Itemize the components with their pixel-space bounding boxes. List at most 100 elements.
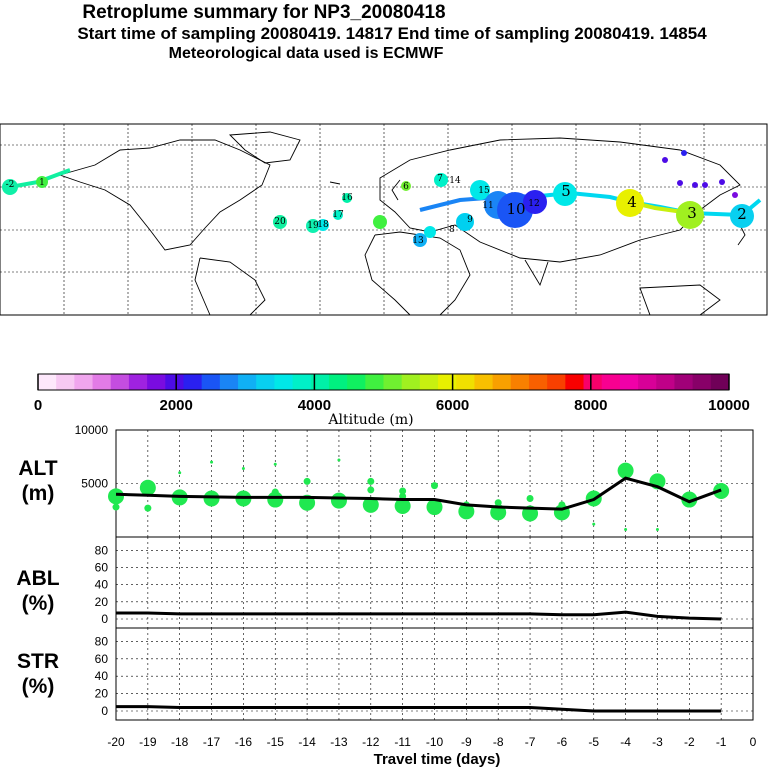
plume-blob xyxy=(434,173,448,187)
coastlines xyxy=(58,131,746,316)
colorbar-swatch xyxy=(528,374,548,390)
map-day-label: 16 xyxy=(341,193,353,203)
alt-dot xyxy=(337,458,341,462)
str-y-tick-label: 60 xyxy=(95,652,109,666)
x-tick-label: -2 xyxy=(684,735,695,749)
x-tick-label: -11 xyxy=(394,735,411,749)
colorbar-tick-labels: 0 2000 4000 6000 8000 10000 xyxy=(34,374,750,414)
x-tick-label: -10 xyxy=(426,735,444,749)
plume-blob xyxy=(470,180,490,200)
alt-dot xyxy=(241,467,245,471)
colorbar-swatch xyxy=(492,374,512,390)
colorbar-swatch xyxy=(110,374,130,390)
plume-blob xyxy=(662,157,668,163)
alt-dot xyxy=(273,462,277,466)
plume-blob xyxy=(273,215,287,229)
altitude-colorbar xyxy=(37,373,730,391)
plume-blob xyxy=(681,150,687,156)
colorbar-swatch xyxy=(256,374,275,390)
alt-dot xyxy=(558,501,566,509)
plume-blob xyxy=(616,189,644,217)
colorbar-swatch xyxy=(238,374,257,390)
map-day-label: 17 xyxy=(332,210,344,220)
plume-blob xyxy=(677,180,683,186)
alt-dot xyxy=(203,490,220,507)
str-series-line xyxy=(116,705,722,713)
alt-dot xyxy=(526,494,534,502)
alt-dot xyxy=(144,504,152,512)
plume-blob xyxy=(692,182,698,188)
plume-blob xyxy=(306,219,320,233)
colorbar-swatch xyxy=(601,374,621,390)
colorbar-swatch xyxy=(419,374,439,390)
plume-blob xyxy=(413,233,427,247)
plume-blob xyxy=(36,176,48,188)
map-day-label: 3 xyxy=(687,204,697,222)
alt-dot xyxy=(112,503,120,511)
map-day-label: 18 xyxy=(317,220,329,230)
alt-dot xyxy=(399,487,407,495)
plume-blob xyxy=(401,181,411,191)
colorbar-swatch xyxy=(128,374,148,390)
map-day-label: 19 xyxy=(307,221,319,231)
plume-blob xyxy=(702,182,708,188)
map-day-label: 14 xyxy=(449,176,461,186)
met-data-note: Meteorological data used is ECMWF xyxy=(168,45,444,62)
map-day-label: 4 xyxy=(627,193,637,211)
sampling-times: Start time of sampling 20080419. 14817 E… xyxy=(77,24,707,43)
alt-dot xyxy=(362,496,379,513)
colorbar-swatch xyxy=(219,374,239,390)
colorbar-swatch xyxy=(328,374,348,390)
x-tick-label: -14 xyxy=(298,735,316,749)
colorbar-swatch xyxy=(401,374,421,390)
colorbar-swatch xyxy=(474,374,494,390)
alt-y-tick-label: 10000 xyxy=(75,423,109,437)
colorbar-swatch xyxy=(201,374,221,390)
plume-blob xyxy=(373,215,387,229)
alt-dot xyxy=(367,486,375,494)
x-tick-label: -4 xyxy=(620,735,631,749)
chart-title: Retroplume summary for NP3_20080418 xyxy=(82,2,446,23)
alt-dot xyxy=(210,460,214,464)
colorbar-tick-label: 4000 xyxy=(298,397,331,414)
map-day-label: 5 xyxy=(561,182,571,200)
alt-series-line xyxy=(115,476,722,511)
map-day-label: -2 xyxy=(6,180,15,190)
colorbar-swatch xyxy=(456,374,475,390)
x-tick-label: -1 xyxy=(716,735,727,749)
plume-blob xyxy=(333,210,343,220)
abl-panel-unit: (%) xyxy=(22,592,55,615)
plume-blob xyxy=(424,226,436,238)
abl-y-tick-label: 0 xyxy=(101,612,108,626)
abl-series-line xyxy=(116,610,722,621)
x-axis-ticks: -20 -19 -18 -17 -16 -15 -14 -13 -12 -11 -10 -9 -8 -7-… xyxy=(107,735,756,749)
alt-dot xyxy=(330,492,347,509)
colorbar-swatch xyxy=(92,374,112,390)
colorbar-tick-label: 0 xyxy=(34,397,42,414)
abl-panel-label: ABL xyxy=(16,567,59,590)
alt-panel-unit: (m) xyxy=(22,482,55,505)
colorbar-swatch xyxy=(638,374,657,390)
colorbar-swatch xyxy=(310,374,330,390)
alt-panel: 10000 5000 xyxy=(75,423,754,538)
map-day-label: 15 xyxy=(478,186,490,196)
abl-y-tick-label: 60 xyxy=(95,560,109,574)
colorbar-swatch xyxy=(56,374,75,390)
colorbar-swatch xyxy=(510,374,530,390)
plume-blob xyxy=(732,192,738,198)
x-tick-label: -20 xyxy=(107,735,125,749)
alt-dot xyxy=(431,482,438,490)
colorbar-swatch xyxy=(692,374,712,390)
x-tick-label: -15 xyxy=(267,735,285,749)
str-y-tick-label: 20 xyxy=(95,687,109,701)
colorbar-tick-label: 6000 xyxy=(436,397,469,414)
x-tick-label: -7 xyxy=(525,735,536,749)
plume-blobs xyxy=(2,150,754,247)
str-y-tick-label: 40 xyxy=(95,669,109,683)
colorbar-swatch xyxy=(147,374,166,390)
alt-dot xyxy=(458,503,475,520)
